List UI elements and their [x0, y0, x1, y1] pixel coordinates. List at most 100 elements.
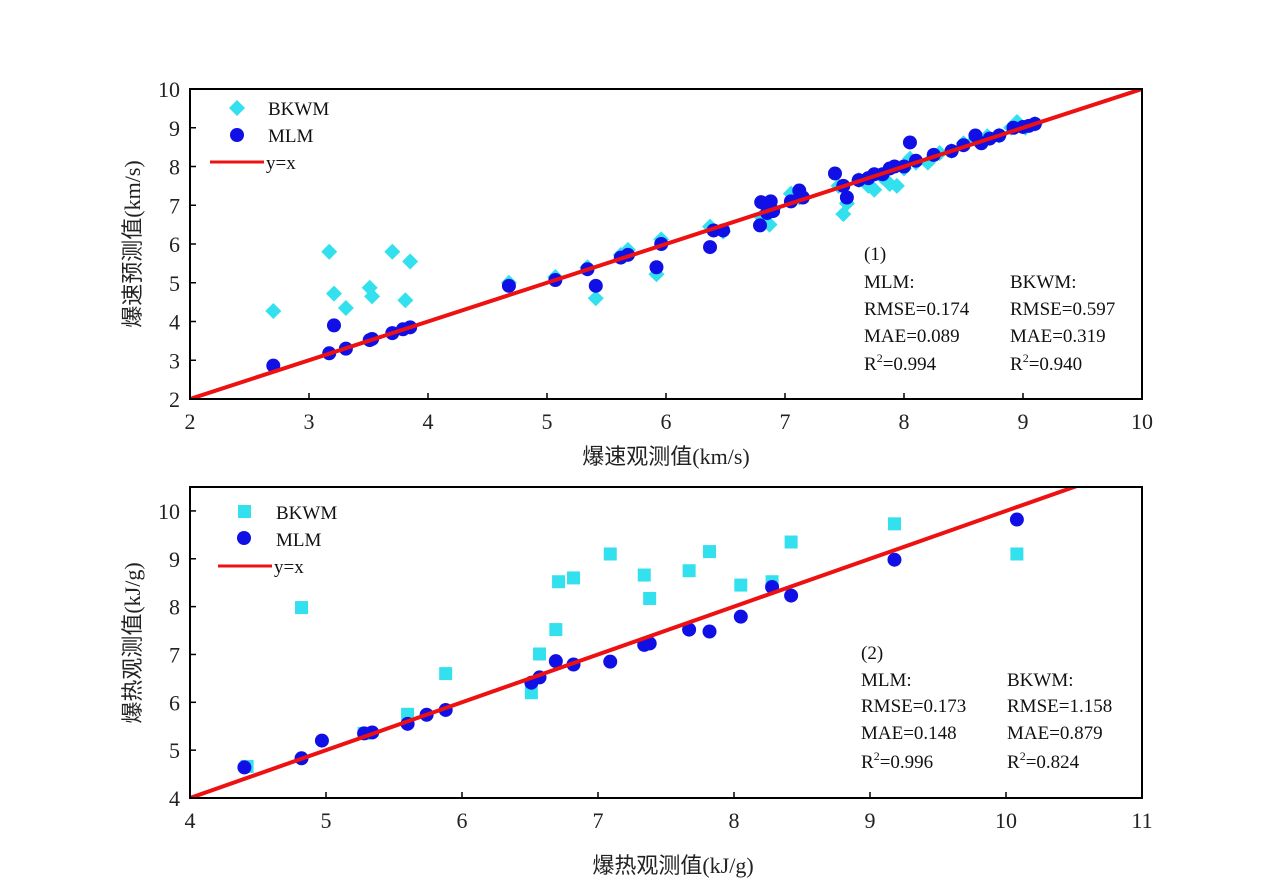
legend2-bkwm-label: BKWM	[276, 503, 337, 524]
y-tick-label: 2	[169, 387, 180, 412]
bkwm-point	[734, 578, 748, 592]
mlm-point	[887, 552, 902, 567]
panel1-label: (1)	[864, 244, 886, 265]
fit-line-y-equals-x	[190, 89, 1142, 399]
y-tick-label: 5	[169, 738, 180, 763]
x-tick-label: 11	[1131, 808, 1152, 833]
x-tick-label: 3	[304, 409, 315, 434]
y-tick-label: 9	[169, 547, 180, 572]
panel1-mlm-r2: R2=0.994	[864, 351, 937, 375]
bkwm-point	[337, 299, 354, 316]
panel1-fit-layer	[190, 89, 1142, 399]
mlm-point	[703, 240, 718, 255]
legend-bkwm-label: BKWM	[268, 99, 329, 120]
panel2-bkwm-mae: MAE=0.879	[1007, 723, 1103, 744]
bkwm-point	[384, 243, 401, 260]
mlm-point	[237, 760, 252, 775]
bkwm-point	[325, 285, 342, 302]
x-tick-label: 8	[729, 808, 740, 833]
bkwm-point	[524, 686, 538, 700]
bkwm-point	[603, 547, 617, 561]
bkwm-point	[265, 303, 282, 320]
bkwm-point	[439, 667, 453, 681]
mlm-point	[501, 278, 516, 293]
panel1-y-axis-label: 爆速预测值(km/s)	[120, 160, 145, 327]
panel1-mlm-rmse: RMSE=0.174	[864, 299, 970, 320]
panel2-legend: BKWM MLM y=x	[218, 503, 337, 578]
legend2-bkwm-marker	[238, 505, 251, 518]
bkwm-point	[888, 177, 905, 194]
y-tick-label: 8	[169, 155, 180, 180]
mlm-point	[642, 636, 657, 651]
mlm-point	[784, 588, 799, 603]
panel1-x-axis-label: 爆速观测值(km/s)	[582, 444, 749, 469]
panel1-legend: BKWM MLM y=x	[210, 99, 329, 174]
legend2-mlm-marker	[237, 531, 251, 545]
y-tick-label: 10	[158, 499, 180, 524]
panel2-fit-layer	[190, 487, 1081, 798]
chart-panel-1: 2 3 4 5 6 7 8 9 10 2 3 4 5 6 7 8 9 10 BKWM MLM y=x (1) ML…	[120, 77, 1153, 469]
x-tick-label: 5	[321, 808, 332, 833]
bkwm-point	[401, 707, 415, 721]
mlm-point	[649, 260, 664, 275]
y-tick-label: 4	[169, 310, 180, 335]
x-tick-label: 10	[1131, 409, 1153, 434]
panel1-mlm-header: MLM:	[864, 272, 915, 293]
mlm-point	[1009, 512, 1024, 527]
panel2-stats: (2) MLM: BKWM: RMSE=0.173 RMSE=1.158 MAE…	[861, 643, 1112, 773]
y-tick-label: 5	[169, 271, 180, 296]
y-tick-label: 4	[169, 786, 180, 811]
panel2-mlm-r2: R2=0.996	[861, 749, 933, 773]
y-tick-label: 6	[169, 690, 180, 715]
mlm-point	[827, 166, 842, 181]
bkwm-point	[567, 571, 581, 585]
x-tick-label: 9	[1018, 409, 1029, 434]
mlm-point	[314, 733, 329, 748]
panel2-mlm-rmse: RMSE=0.173	[861, 696, 966, 717]
bkwm-point	[637, 568, 651, 582]
bkwm-point	[549, 623, 563, 637]
panel1-mlm-mae: MAE=0.089	[864, 326, 960, 347]
bkwm-point	[1010, 547, 1024, 561]
panel1-bkwm-header: BKWM:	[1010, 272, 1077, 293]
bkwm-point	[784, 535, 798, 549]
panel2-label: (2)	[861, 643, 883, 664]
panel1-bkwm-series	[265, 113, 1043, 320]
mlm-point	[702, 624, 717, 639]
bkwm-point	[682, 564, 696, 578]
chart-panel-2: 4 5 6 7 8 9 10 11 4 5 6 7 8 9 10 BKWM MLM y=x (2) MLM:…	[120, 486, 1153, 878]
y-tick-label: 8	[169, 595, 180, 620]
mlm-point	[548, 654, 563, 669]
legend-bkwm-marker	[229, 100, 245, 116]
x-tick-label: 6	[457, 808, 468, 833]
panel2-mlm-header: MLM:	[861, 670, 912, 691]
bkwm-point	[533, 647, 547, 661]
legend-mlm-marker	[230, 128, 244, 142]
legend-fit-label: y=x	[266, 153, 296, 174]
bkwm-point	[587, 290, 604, 307]
panel2-mlm-mae: MAE=0.148	[861, 723, 957, 744]
legend2-mlm-label: MLM	[276, 530, 322, 551]
bkwm-point	[887, 517, 901, 531]
bkwm-point	[295, 601, 309, 615]
x-tick-label: 10	[995, 808, 1017, 833]
mlm-point	[763, 194, 778, 209]
panel2-x-axis-label: 爆热观测值(kJ/g)	[592, 853, 753, 878]
y-tick-label: 7	[169, 193, 180, 218]
x-tick-label: 5	[542, 409, 553, 434]
mlm-point	[733, 609, 748, 624]
mlm-point	[326, 318, 341, 333]
panel1-stats: (1) MLM: BKWM: RMSE=0.174 RMSE=0.597 MAE…	[864, 244, 1115, 375]
x-tick-label: 7	[593, 808, 604, 833]
x-tick-label: 7	[780, 409, 791, 434]
panel2-y-axis-label: 爆热观测值(kJ/g)	[120, 562, 145, 723]
x-tick-label: 9	[865, 808, 876, 833]
x-tick-label: 4	[185, 808, 196, 833]
panel2-bkwm-r2: R2=0.824	[1007, 749, 1080, 773]
x-tick-label: 4	[423, 409, 434, 434]
y-tick-label: 9	[169, 116, 180, 141]
mlm-point	[902, 135, 917, 150]
mlm-point	[753, 218, 768, 233]
bkwm-point	[397, 292, 414, 309]
